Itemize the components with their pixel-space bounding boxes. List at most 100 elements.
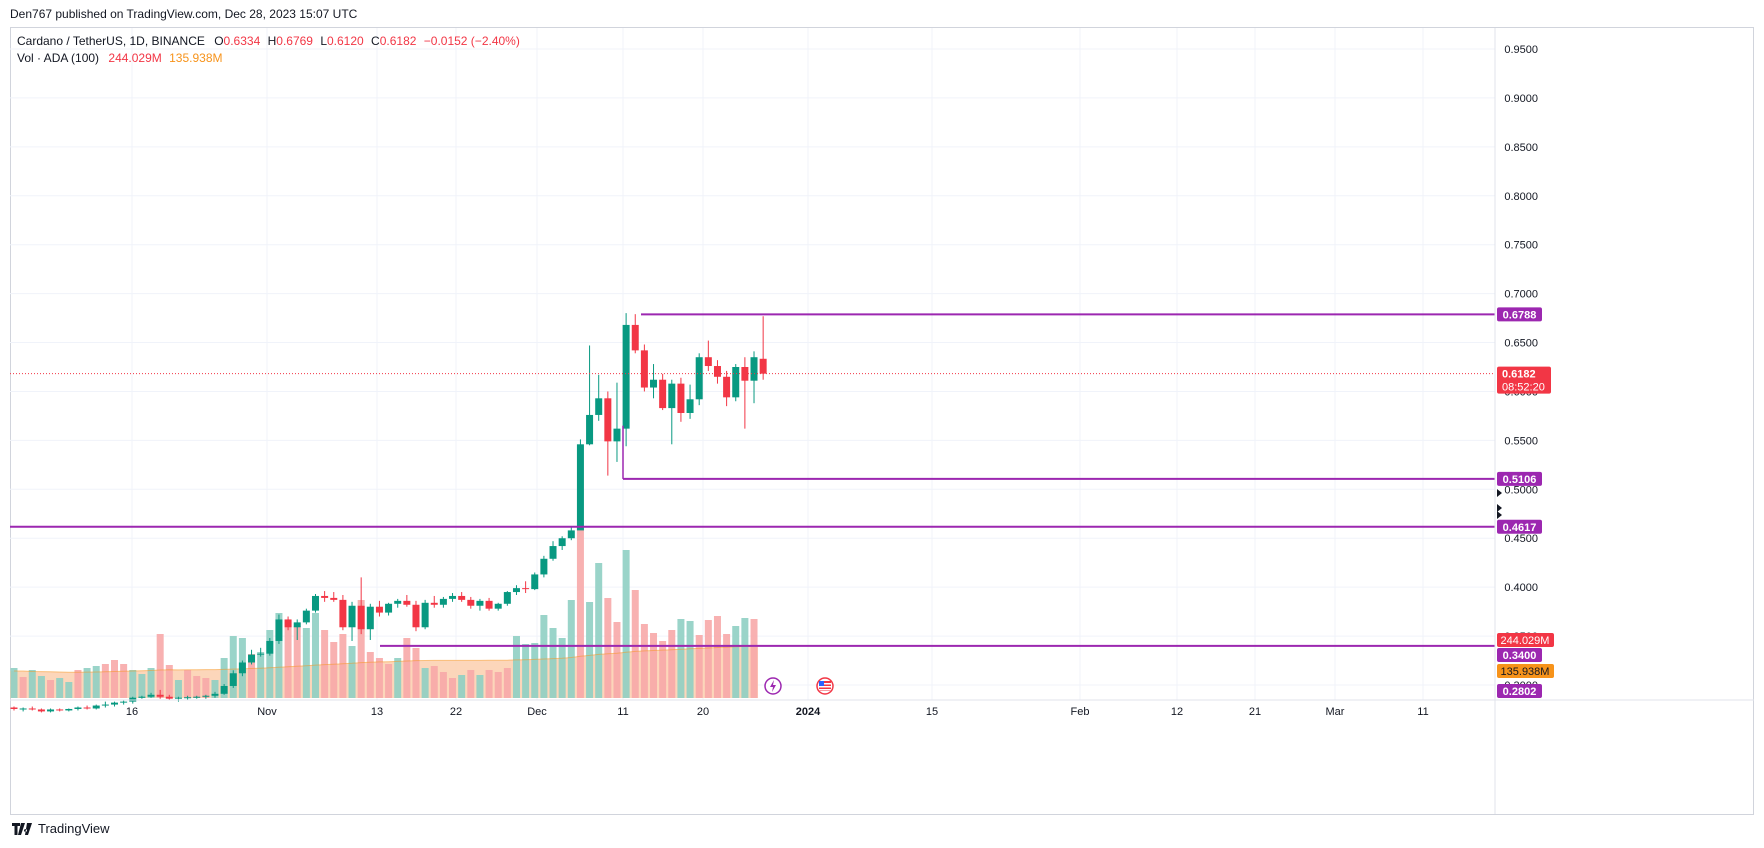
candle [193, 695, 201, 699]
volume-bar [522, 644, 530, 698]
candle [357, 577, 365, 635]
candle-body [659, 379, 667, 409]
level-price-label-bg [1497, 648, 1542, 662]
level-price-label: 0.2802 [1503, 686, 1537, 698]
candle [494, 602, 502, 611]
level-price-label-bg [1497, 684, 1542, 698]
volume-bar [604, 598, 612, 698]
candle-body [184, 697, 192, 699]
x-axis-tick-label: 12 [1171, 706, 1183, 718]
candle [366, 603, 374, 640]
candle [229, 670, 237, 688]
volume-bar [485, 670, 493, 698]
x-axis-tick-label: Nov [257, 706, 277, 718]
volume-bar [403, 638, 411, 698]
symbol-name[interactable]: Cardano / TetherUS, 1D, BINANCE [17, 34, 205, 48]
open-value: 0.6334 [223, 34, 261, 48]
candle-body [65, 708, 73, 711]
volume-bar [147, 668, 155, 698]
candle [147, 692, 155, 698]
flag-stripe [819, 683, 831, 685]
volume-bar [129, 670, 137, 698]
tradingview-logo-icon [12, 822, 32, 835]
candle-body [220, 685, 228, 694]
candle [741, 357, 749, 429]
candle-body [458, 595, 466, 600]
volume-bar [284, 620, 292, 698]
volume-bar [531, 643, 539, 698]
candle [695, 353, 703, 406]
tradingview-footer[interactable]: TradingView [12, 821, 110, 836]
volume-bar [686, 621, 694, 698]
candle-body [266, 640, 274, 654]
volume-bar [321, 630, 329, 698]
volume-bar [375, 658, 383, 698]
candle-body [622, 324, 630, 429]
candle-body [284, 619, 292, 628]
y-axis-tick-label: 0.4000 [1504, 582, 1538, 594]
candle-body [10, 707, 18, 709]
y-axis-tick-label: 0.6500 [1504, 338, 1538, 350]
volume-bar [449, 678, 457, 698]
y-axis-tick-label: 0.5500 [1504, 435, 1538, 447]
candle-body [595, 398, 603, 415]
volume-bar [266, 630, 274, 698]
candle [686, 384, 694, 419]
lightning-event-icon[interactable] [764, 677, 782, 695]
candle [266, 638, 274, 656]
volume-bar [595, 563, 603, 698]
volume-bar [549, 628, 557, 698]
candle [156, 689, 164, 699]
x-axis-tick-label: 13 [371, 706, 383, 718]
candle [458, 592, 466, 602]
candle [677, 377, 685, 422]
candle-body [165, 696, 173, 699]
volume-bar [366, 652, 374, 698]
volume-bar [302, 628, 310, 698]
candle-body [92, 705, 100, 709]
x-axis-tick-label: 20 [697, 706, 709, 718]
volume-bar [640, 624, 648, 698]
candle-body [640, 350, 648, 388]
candle-body [311, 595, 319, 611]
candle-body [229, 673, 237, 686]
y-axis-tick-label: 0.4500 [1504, 533, 1538, 545]
candle [65, 708, 73, 712]
candle [640, 344, 648, 392]
candle-body [732, 367, 740, 398]
us-flag-event-icon[interactable] [816, 677, 834, 695]
chart-frame [10, 27, 1754, 815]
volume-bar [412, 648, 420, 698]
candle [37, 708, 45, 713]
axis-arrow-icon [1497, 489, 1502, 497]
volume-bar [741, 618, 749, 698]
x-axis-tick-label: 2024 [796, 706, 821, 718]
volume-bar [120, 664, 128, 698]
candle [348, 601, 356, 641]
close-label: C [371, 34, 380, 48]
candle [421, 599, 429, 630]
flag-stripe [819, 689, 831, 691]
candle-body [357, 605, 365, 630]
candle-body [138, 696, 146, 698]
volume-bar [467, 670, 475, 698]
candle [110, 701, 118, 707]
candle [732, 364, 740, 402]
volume-indicator-name[interactable]: Vol · ADA (100) [17, 51, 100, 65]
candle [385, 602, 393, 616]
volume-bar [28, 670, 36, 698]
level-price-label: 0.5106 [1503, 474, 1537, 486]
volume-bar [540, 615, 548, 698]
axis-arrow-icon [1497, 511, 1502, 519]
candle-body [348, 605, 356, 628]
candle-body [302, 610, 310, 623]
candle [211, 691, 219, 698]
volume-bar [732, 626, 740, 698]
volume-bar [512, 636, 520, 698]
candle [631, 314, 639, 354]
volume-bar [576, 526, 584, 698]
candle [311, 594, 319, 613]
candle-body [567, 530, 575, 539]
volume-bar [10, 668, 18, 698]
